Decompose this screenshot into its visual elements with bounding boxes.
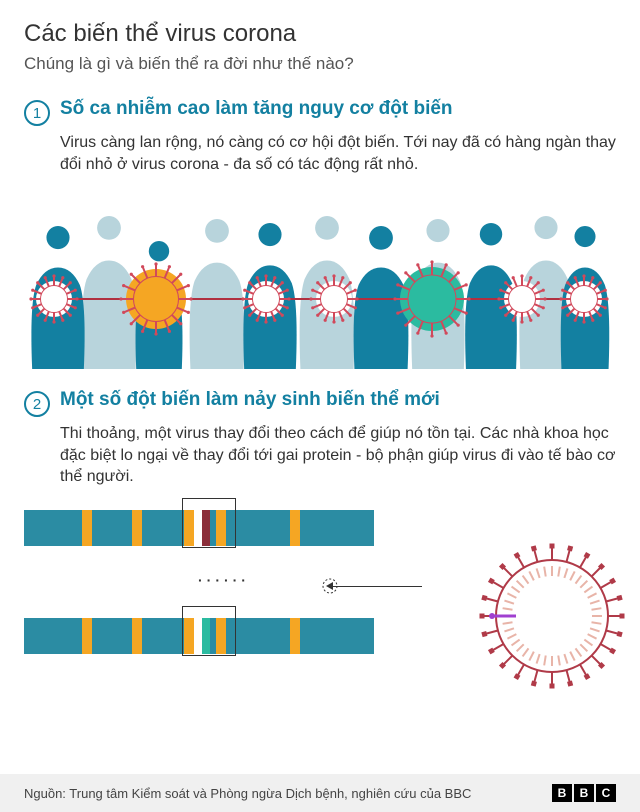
bbc-logo: BBC — [552, 784, 616, 802]
figure-2-mutation: ······ — [24, 502, 616, 692]
page-title: Các biến thể virus corona — [24, 20, 616, 48]
section-2-number: 2 — [24, 391, 50, 417]
section-1-body: Virus càng lan rộng, nó càng có cơ hội đ… — [60, 132, 616, 175]
section-1: 1 Số ca nhiễm cao làm tăng nguy cơ đột b… — [24, 98, 616, 369]
footer: Nguồn: Trung tâm Kiểm soát và Phòng ngừa… — [0, 774, 640, 812]
section-1-number: 1 — [24, 100, 50, 126]
section-1-title: Số ca nhiễm cao làm tăng nguy cơ đột biế… — [60, 98, 453, 120]
section-2-title: Một số đột biến làm nảy sinh biến thể mớ… — [60, 389, 440, 411]
section-2: 2 Một số đột biến làm nảy sinh biến thể … — [24, 389, 616, 692]
section-2-body: Thi thoảng, một virus thay đổi theo cách… — [60, 423, 616, 488]
figure-1-transmission — [24, 189, 616, 369]
footer-source: Nguồn: Trung tâm Kiểm soát và Phòng ngừa… — [24, 786, 471, 801]
page-subtitle: Chúng là gì và biến thể ra đời như thế n… — [24, 54, 616, 74]
